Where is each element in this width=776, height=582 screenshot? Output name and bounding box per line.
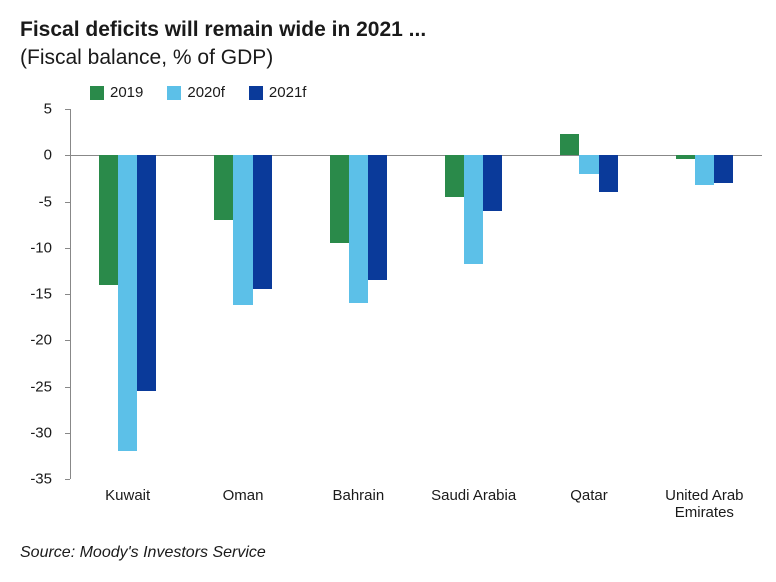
x-axis-label: Kuwait [68, 479, 188, 504]
y-tick-mark [65, 340, 70, 341]
y-tick-mark [65, 109, 70, 110]
y-axis: 50-5-10-15-20-25-30-35 [20, 109, 58, 479]
legend-swatch [90, 86, 104, 100]
bar [599, 155, 618, 192]
x-axis-label: Oman [183, 479, 303, 504]
legend: 2019 2020f 2021f [90, 84, 756, 101]
x-axis-label: United Arab Emirates [644, 479, 764, 522]
y-tick-label: -35 [20, 471, 52, 488]
chart-title: Fiscal deficits will remain wide in 2021… [20, 18, 756, 42]
bar [714, 155, 733, 183]
y-tick-label: -15 [20, 286, 52, 303]
y-tick-mark [65, 387, 70, 388]
legend-item: 2021f [249, 84, 307, 101]
bar [560, 134, 579, 155]
legend-label: 2020f [187, 84, 225, 101]
y-tick-mark [65, 479, 70, 480]
bars-region: KuwaitOmanBahrainSaudi ArabiaQatarUnited… [70, 109, 762, 479]
y-tick-label: -5 [20, 193, 52, 210]
bar [445, 155, 464, 197]
bar [349, 155, 368, 303]
bar [118, 155, 137, 451]
y-tick-label: -30 [20, 424, 52, 441]
chart-subtitle: (Fiscal balance, % of GDP) [20, 46, 756, 70]
y-tick-label: -25 [20, 378, 52, 395]
legend-label: 2019 [110, 84, 143, 101]
bar [137, 155, 156, 391]
legend-swatch [167, 86, 181, 100]
y-tick-mark [65, 248, 70, 249]
x-axis-label: Qatar [529, 479, 649, 504]
bar [464, 155, 483, 264]
x-axis-label: Bahrain [298, 479, 418, 504]
x-axis-label: Saudi Arabia [414, 479, 534, 504]
bar [99, 155, 118, 285]
zero-line [70, 155, 762, 156]
source-text: Source: Moody's Investors Service [20, 544, 266, 562]
y-tick-label: -20 [20, 332, 52, 349]
y-tick-mark [65, 433, 70, 434]
bar [676, 155, 695, 159]
bar [483, 155, 502, 211]
bar [233, 155, 252, 305]
legend-label: 2021f [269, 84, 307, 101]
y-tick-mark [65, 202, 70, 203]
bar [579, 155, 598, 174]
chart-container: Fiscal deficits will remain wide in 2021… [0, 0, 776, 582]
legend-item: 2019 [90, 84, 143, 101]
bar [695, 155, 714, 185]
bar [253, 155, 272, 289]
y-tick-label: 0 [20, 147, 52, 164]
y-tick-mark [65, 155, 70, 156]
bar [330, 155, 349, 243]
bar [368, 155, 387, 280]
plot-area: 50-5-10-15-20-25-30-35 KuwaitOmanBahrain… [62, 109, 762, 479]
y-tick-label: 5 [20, 101, 52, 118]
legend-item: 2020f [167, 84, 225, 101]
bar [214, 155, 233, 220]
y-tick-label: -10 [20, 239, 52, 256]
legend-swatch [249, 86, 263, 100]
y-tick-mark [65, 294, 70, 295]
